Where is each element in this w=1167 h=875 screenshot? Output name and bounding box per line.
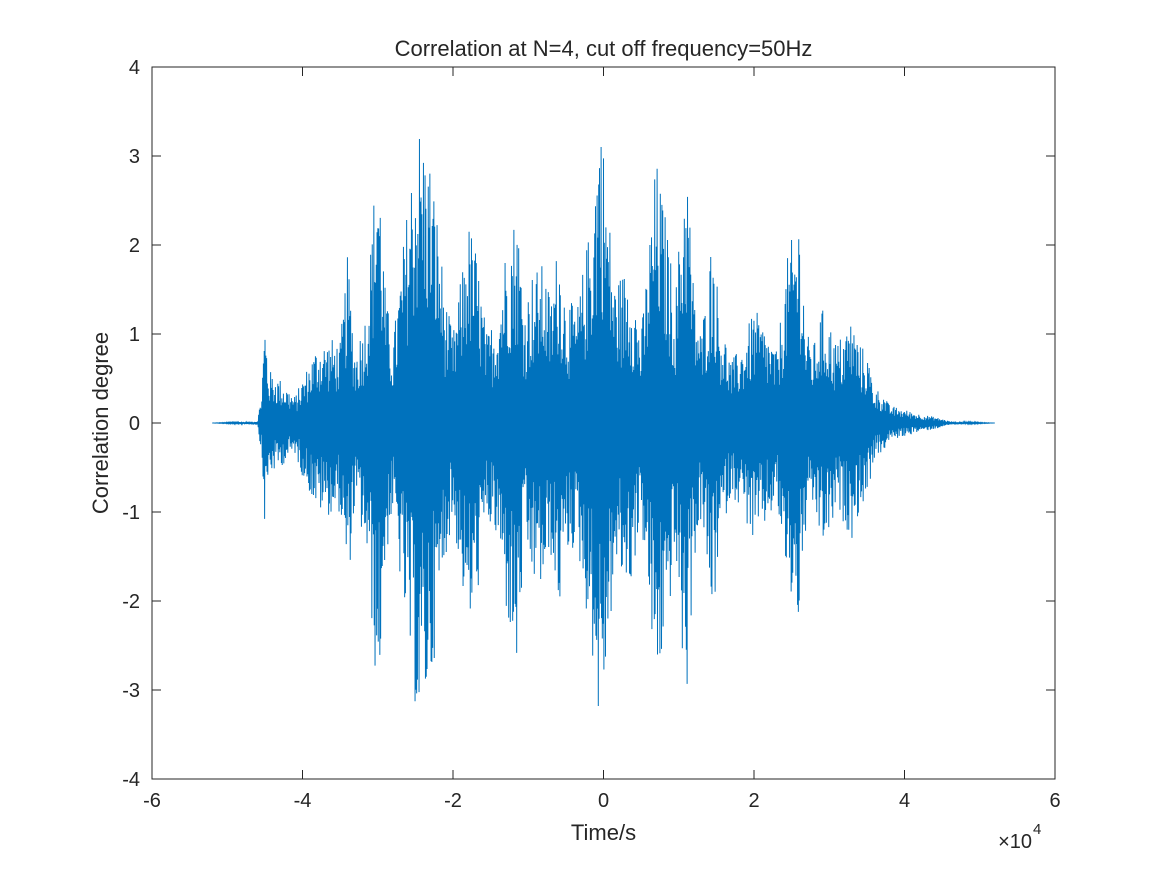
axes-box (151, 66, 1056, 780)
chart-title: Correlation at N=4, cut off frequency=50… (395, 36, 813, 61)
x-axis-exponent: ×10 4 (998, 821, 1041, 853)
x-tick-label: 2 (748, 790, 759, 812)
series-0-line (212, 139, 995, 707)
y-tick-label: -3 (122, 680, 140, 702)
y-tick-label: -1 (122, 502, 140, 524)
y-tick-label: -2 (122, 591, 140, 613)
x-tick-label: 6 (1049, 790, 1060, 812)
x-tick-label: -6 (143, 790, 161, 812)
y-tick-label: 4 (129, 57, 140, 79)
x-exponent-power: 4 (1033, 821, 1041, 838)
x-axis-label: Time/s (571, 820, 636, 845)
y-tick-label: -4 (122, 769, 140, 791)
y-tick-label: 3 (129, 146, 140, 168)
y-axis-label: Correlation degree (88, 332, 113, 514)
y-tick-label: 1 (129, 324, 140, 346)
x-tick-label: -4 (294, 790, 312, 812)
x-tick-label: 0 (598, 790, 609, 812)
y-tick-label: 2 (129, 235, 140, 257)
x-tick-label: -2 (444, 790, 462, 812)
y-tick-label: 0 (129, 413, 140, 435)
series-layer (212, 139, 995, 707)
x-tick-label: 4 (899, 790, 910, 812)
x-exponent-base: ×10 (998, 831, 1032, 853)
